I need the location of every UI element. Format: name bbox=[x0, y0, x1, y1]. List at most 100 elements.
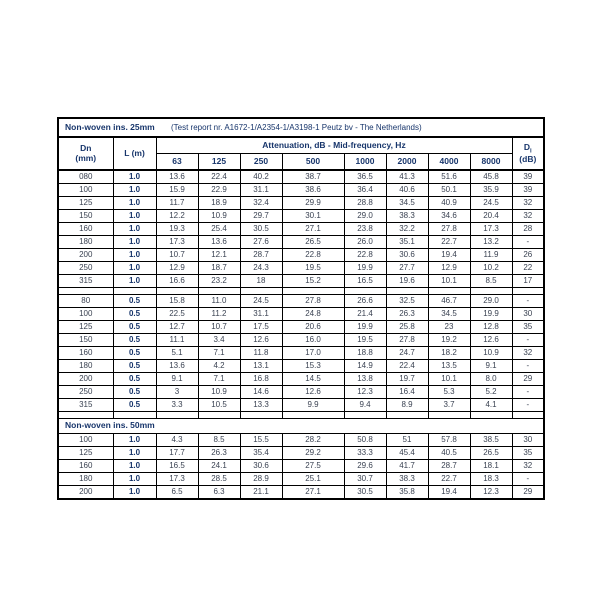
cell-l: 1.0 bbox=[112, 472, 157, 486]
cell-value: 19.2 bbox=[427, 333, 471, 347]
separator-cell bbox=[239, 287, 283, 295]
separator-row bbox=[57, 287, 545, 295]
cell-value: 3.4 bbox=[197, 333, 241, 347]
col-header-d-unit: (dB) bbox=[519, 153, 537, 164]
table-row: 80 0.5 15.8 11.0 24.5 27.8 26.6 32.5 46.7 29.0- bbox=[57, 294, 545, 308]
separator-cell bbox=[112, 287, 157, 295]
cell-value: 5.3 bbox=[427, 385, 471, 399]
cell-value: 11.8 bbox=[239, 346, 283, 360]
cell-l: 1.0 bbox=[112, 459, 157, 473]
cell-d: - bbox=[511, 235, 545, 249]
cell-value: 3 bbox=[155, 385, 199, 399]
cell-value: 28.7 bbox=[427, 459, 471, 473]
cell-l: 1.0 bbox=[112, 196, 157, 210]
cell-value: 28.7 bbox=[239, 248, 283, 262]
separator-cell bbox=[57, 411, 114, 419]
col-header-dn-unit: (mm) bbox=[75, 152, 97, 163]
cell-value: 14.5 bbox=[281, 372, 345, 386]
cell-dn: 250 bbox=[57, 385, 114, 399]
cell-value: 32.4 bbox=[239, 196, 283, 210]
cell-value: 11.1 bbox=[155, 333, 199, 347]
cell-value: 33.3 bbox=[343, 446, 387, 460]
cell-value: 50.8 bbox=[343, 433, 387, 447]
cell-value: 22.7 bbox=[427, 472, 471, 486]
cell-value: 36.5 bbox=[343, 169, 387, 184]
cell-l: 0.5 bbox=[112, 307, 157, 321]
separator-cell bbox=[197, 287, 241, 295]
cell-l: 1.0 bbox=[112, 485, 157, 500]
cell-value: 23 bbox=[427, 320, 471, 334]
cell-value: 28.9 bbox=[239, 472, 283, 486]
cell-value: 15.2 bbox=[281, 274, 345, 288]
col-header-attenuation: Attenuation, dB - Mid-frequency, Hz bbox=[155, 136, 513, 154]
cell-value: 14.9 bbox=[343, 359, 387, 373]
cell-value: 27.5 bbox=[281, 459, 345, 473]
cell-value: 26.6 bbox=[343, 294, 387, 308]
cell-value: 6.5 bbox=[155, 485, 199, 500]
cell-value: 22.9 bbox=[197, 183, 241, 197]
cell-value: 27.6 bbox=[239, 235, 283, 249]
cell-dn: 315 bbox=[57, 398, 114, 412]
cell-value: 3.7 bbox=[427, 398, 471, 412]
cell-value: 29.0 bbox=[343, 209, 387, 223]
cell-value: 11.0 bbox=[197, 294, 241, 308]
cell-l: 1.0 bbox=[112, 209, 157, 223]
cell-value: 9.4 bbox=[343, 398, 387, 412]
cell-l: 0.5 bbox=[112, 398, 157, 412]
cell-value: 10.2 bbox=[469, 261, 513, 275]
table-title-row: Non-woven ins. 25mm (Test report nr. A16… bbox=[57, 117, 545, 138]
cell-value: 25.4 bbox=[197, 222, 241, 236]
cell-value: 19.5 bbox=[281, 261, 345, 275]
table-row: 150 1.0 12.2 10.9 29.7 30.1 29.0 38.3 34.6 20.4 32 bbox=[57, 209, 545, 223]
cell-value: 28.5 bbox=[197, 472, 241, 486]
cell-value: 18.3 bbox=[469, 472, 513, 486]
col-header-8000: 8000 bbox=[469, 153, 513, 171]
cell-value: 24.1 bbox=[197, 459, 241, 473]
cell-l: 1.0 bbox=[112, 169, 157, 184]
cell-value: 40.6 bbox=[385, 183, 429, 197]
cell-value: 10.7 bbox=[155, 248, 199, 262]
cell-d: - bbox=[511, 333, 545, 347]
cell-value: 31.1 bbox=[239, 183, 283, 197]
cell-value: 12.6 bbox=[281, 385, 345, 399]
cell-l: 1.0 bbox=[112, 274, 157, 288]
cell-l: 0.5 bbox=[112, 385, 157, 399]
table-row: 250 0.5 3 10.9 14.6 12.6 12.3 16.4 5.3 5.2- bbox=[57, 385, 545, 399]
cell-value: 17.3 bbox=[469, 222, 513, 236]
cell-value: 12.3 bbox=[343, 385, 387, 399]
cell-value: 19.9 bbox=[343, 320, 387, 334]
cell-value: 35.8 bbox=[385, 485, 429, 500]
cell-value: 17.0 bbox=[281, 346, 345, 360]
cell-value: 4.2 bbox=[197, 359, 241, 373]
cell-d: 39 bbox=[511, 183, 545, 197]
cell-d: - bbox=[511, 398, 545, 412]
cell-value: 12.9 bbox=[155, 261, 199, 275]
cell-value: 10.1 bbox=[427, 274, 471, 288]
cell-value: 19.9 bbox=[343, 261, 387, 275]
cell-value: 16.8 bbox=[239, 372, 283, 386]
cell-value: 30.6 bbox=[385, 248, 429, 262]
cell-value: 26.5 bbox=[469, 446, 513, 460]
cell-value: 27.8 bbox=[281, 294, 345, 308]
col-header-1000: 1000 bbox=[343, 153, 387, 171]
cell-value: 38.7 bbox=[281, 169, 345, 184]
attenuation-sheet: Non-woven ins. 25mm (Test report nr. A16… bbox=[57, 117, 546, 500]
table-row: 125 0.5 12.7 10.7 17.5 20.6 19.9 25.8 23 12.8 35 bbox=[57, 320, 545, 334]
cell-value: 6.3 bbox=[197, 485, 241, 500]
cell-l: 1.0 bbox=[112, 433, 157, 447]
cell-l: 1.0 bbox=[112, 222, 157, 236]
table-row: 125 1.0 11.7 18.9 32.4 29.9 28.8 34.5 40.9 24.5 32 bbox=[57, 196, 545, 210]
cell-value: 29.2 bbox=[281, 446, 345, 460]
cell-value: 21.1 bbox=[239, 485, 283, 500]
cell-value: 30.7 bbox=[343, 472, 387, 486]
section-heading: Non-woven ins. 50mm bbox=[57, 418, 545, 434]
cell-value: 27.7 bbox=[385, 261, 429, 275]
cell-l: 1.0 bbox=[112, 446, 157, 460]
cell-value: 12.2 bbox=[155, 209, 199, 223]
separator-cell bbox=[427, 411, 471, 419]
cell-d: 26 bbox=[511, 248, 545, 262]
cell-value: 13.6 bbox=[155, 359, 199, 373]
cell-value: 24.8 bbox=[281, 307, 345, 321]
cell-l: 1.0 bbox=[112, 248, 157, 262]
